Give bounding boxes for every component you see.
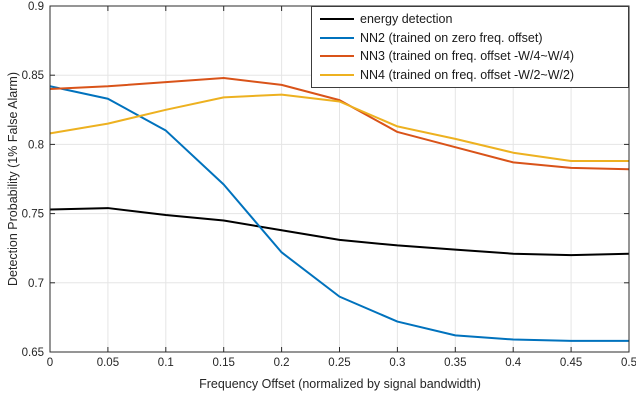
x-tick-label: 0 [47, 357, 53, 369]
y-tick-label: 0.8 [28, 139, 44, 151]
x-tick-label: 0.35 [444, 357, 466, 369]
x-tick-label: 0.2 [274, 357, 290, 369]
legend-item: NN2 (trained on zero freq. offset) [312, 29, 628, 47]
legend-label: NN4 (trained on freq. offset -W/2~W/2) [360, 67, 575, 82]
x-tick-label: 0.4 [505, 357, 522, 369]
y-tick-label: 0.7 [28, 278, 44, 290]
y-tick-label: 0.75 [22, 209, 44, 221]
legend-line-sample [320, 18, 354, 21]
legend-label: NN3 (trained on freq. offset -W/4~W/4) [360, 49, 575, 64]
x-axis-label: Frequency Offset (normalized by signal b… [199, 377, 481, 391]
x-tick-label: 0.05 [97, 357, 119, 369]
legend-item: energy detection [312, 10, 628, 28]
y-tick-label: 0.65 [22, 347, 44, 359]
legend-label: NN2 (trained on zero freq. offset) [360, 30, 543, 45]
x-tick-label: 0.25 [328, 357, 350, 369]
legend: energy detection NN2 (trained on zero fre… [311, 6, 629, 88]
series-line-2 [49, 85, 629, 342]
x-tick-label: 0.45 [560, 357, 582, 369]
legend-line-sample [320, 73, 354, 76]
y-tick-label: 0.85 [22, 70, 44, 82]
x-tick-label: 0.5 [621, 357, 636, 369]
x-tick-label: 0.3 [389, 357, 405, 369]
legend-line-sample [320, 36, 354, 39]
legend-item: NN3 (trained on freq. offset -W/4~W/4) [312, 47, 628, 65]
y-axis-label: Detection Probability (1% False Alarm) [6, 72, 20, 286]
legend-label: energy detection [360, 12, 453, 27]
legend-item: NN4 (trained on freq. offset -W/2~W/2) [312, 66, 628, 84]
series-line-4 [49, 93, 629, 163]
series-line-1 [49, 207, 630, 257]
x-tick-label: 0.15 [213, 357, 235, 369]
legend-line-sample [320, 55, 354, 58]
y-tick-label: 0.9 [28, 1, 44, 13]
series-line-3 [49, 76, 630, 171]
x-tick-label: 0.1 [158, 357, 174, 369]
